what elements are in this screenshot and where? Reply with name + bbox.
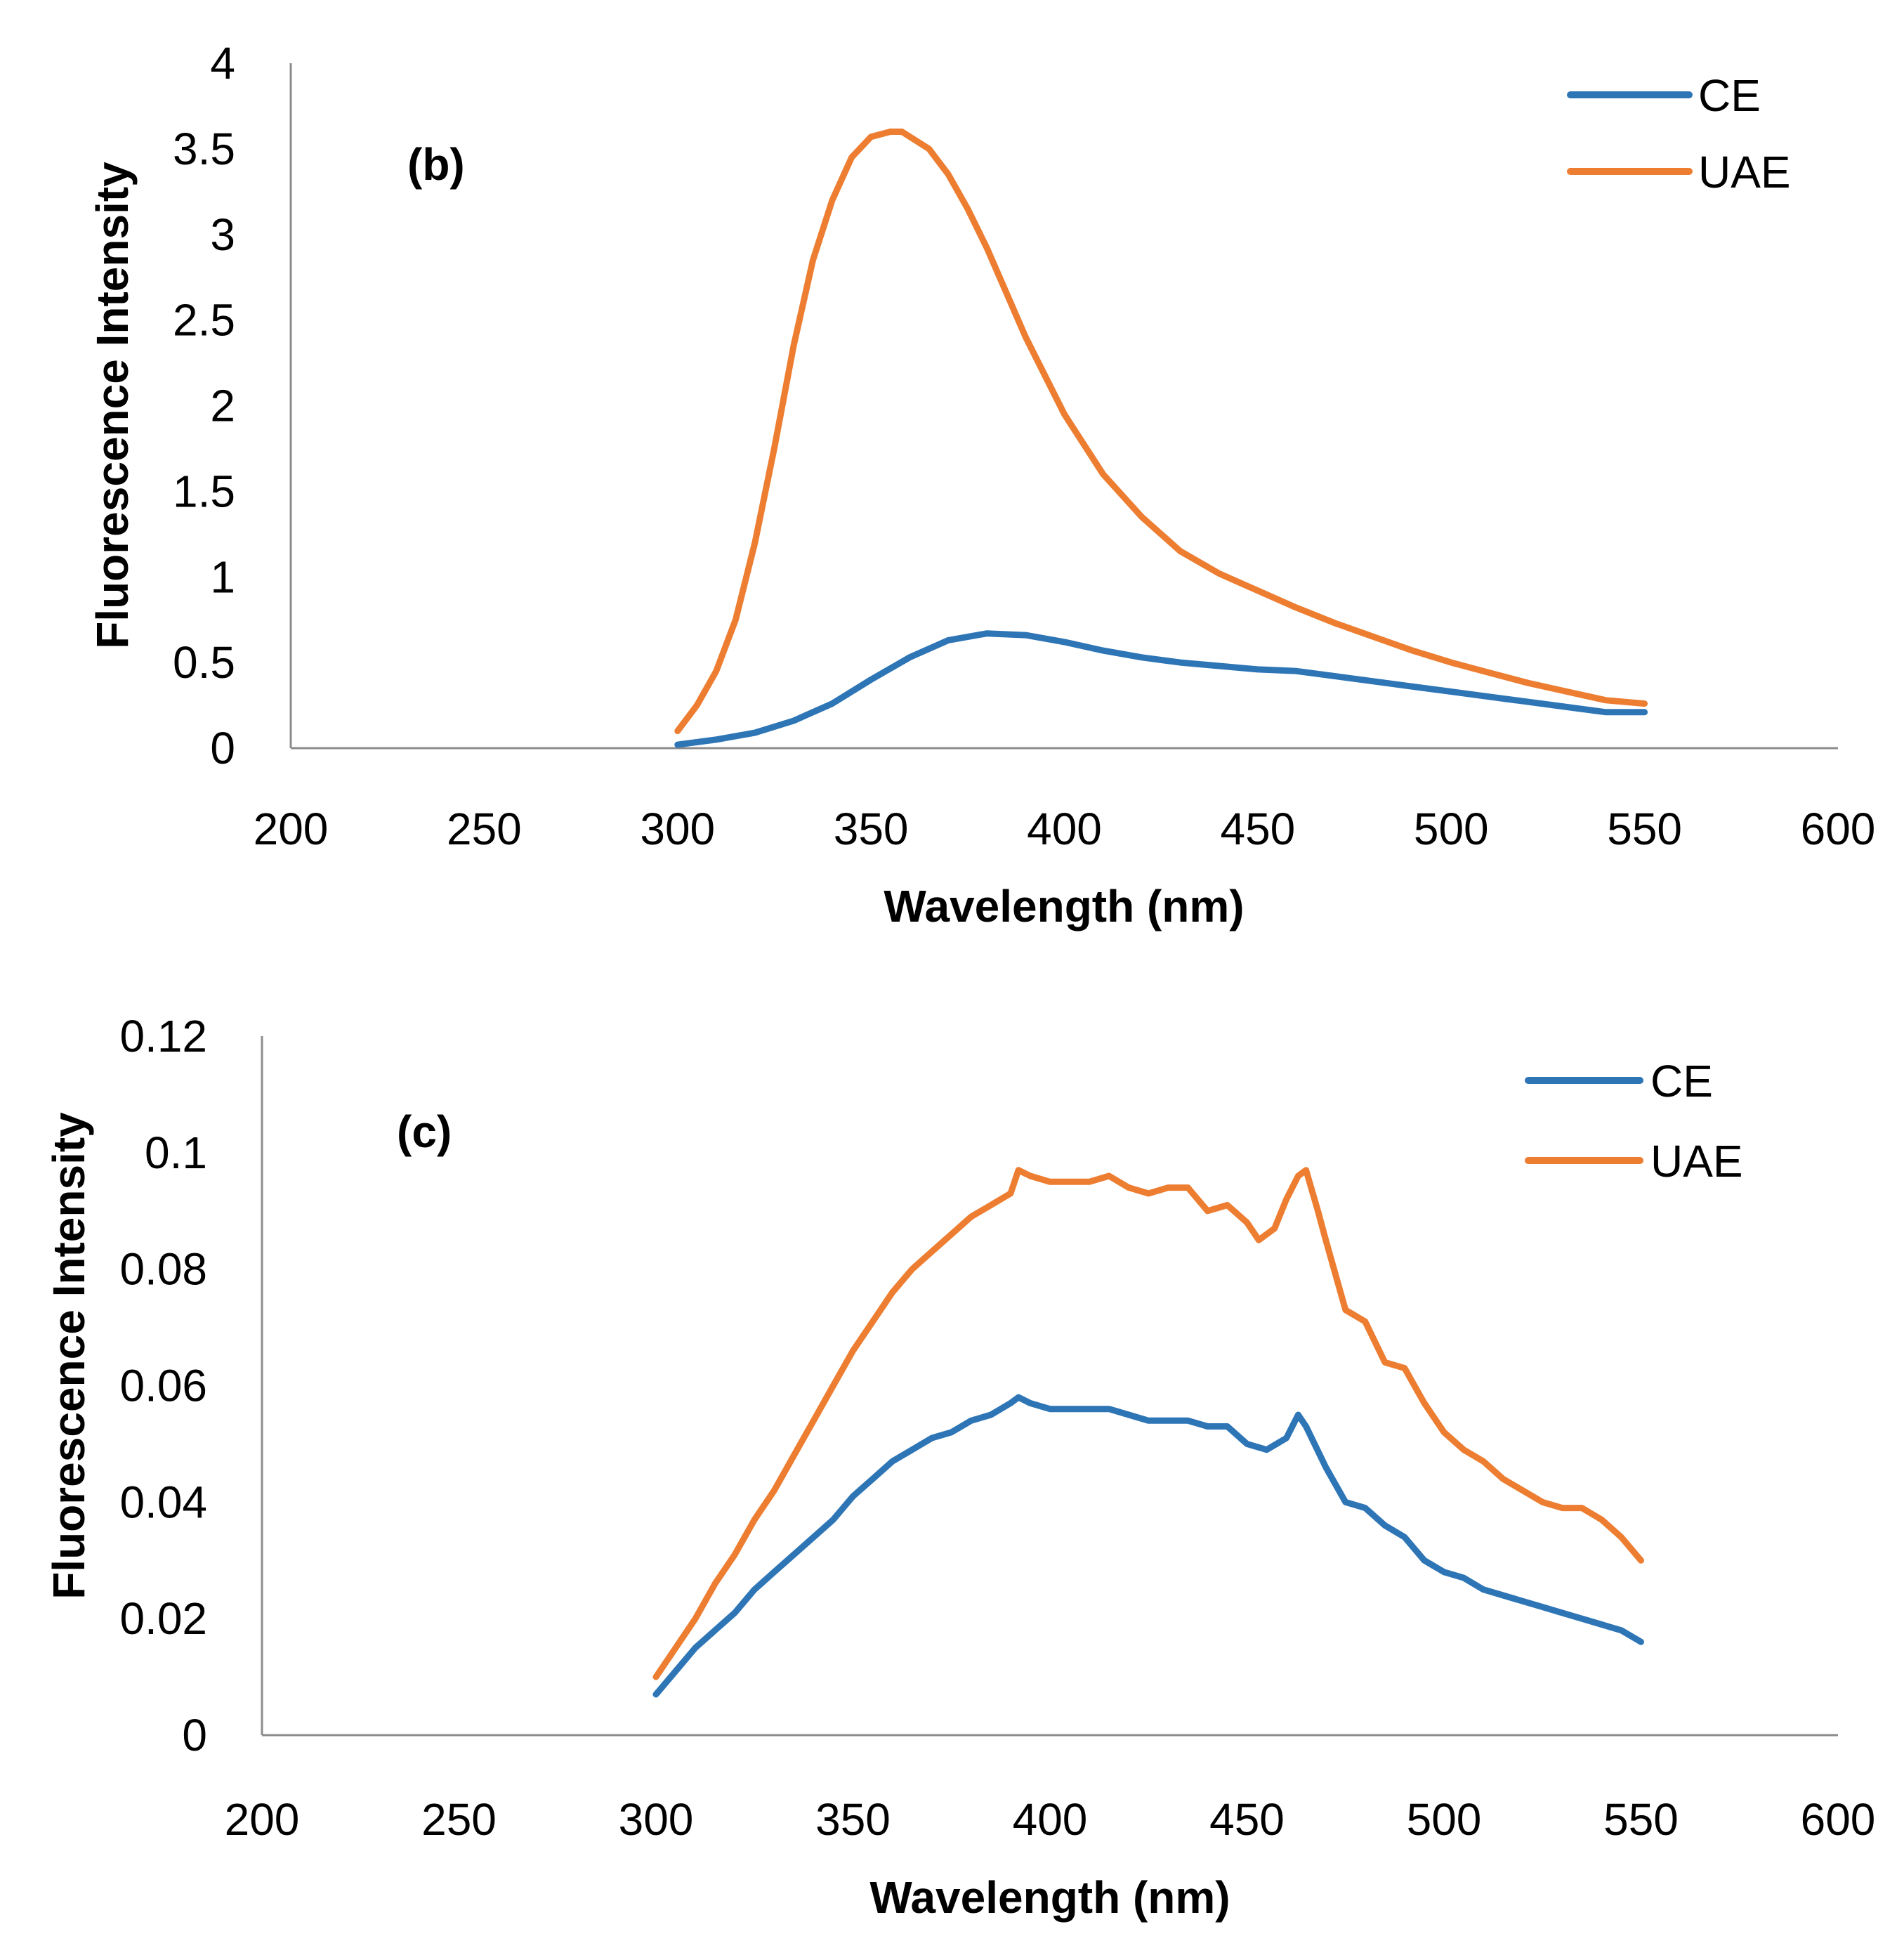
legend: CE UAE: [1567, 70, 1791, 197]
x-tick-label: 450: [1209, 1794, 1285, 1845]
y-tick-label: 3.5: [173, 124, 235, 174]
y-tick-label: 0.08: [119, 1244, 207, 1295]
chart-panel-b: 0 0.5 1 1.5 2 2.5 3 3.5 4 200 250 300 350 400 450 500 5…: [87, 38, 1875, 931]
y-tick-label: 0.5: [173, 637, 235, 688]
x-axis-title: Wavelength (nm): [869, 1872, 1230, 1923]
legend-label-uae: UAE: [1650, 1136, 1743, 1187]
y-tick-labels: 0 0.5 1 1.5 2 2.5 3 3.5 4: [173, 38, 235, 773]
y-tick-label: 1: [210, 551, 235, 602]
x-tick-label: 400: [1027, 804, 1102, 854]
x-tick-label: 550: [1603, 1794, 1679, 1845]
x-tick-label: 250: [421, 1794, 497, 1845]
y-tick-label: 1.5: [173, 466, 235, 516]
x-tick-labels: 200 250 300 350 400 450 500 550 600: [225, 1794, 1876, 1845]
series-line-uae: [674, 129, 1648, 735]
series-line-ce: [674, 630, 1648, 748]
x-tick-label: 350: [815, 1794, 891, 1845]
x-tick-label: 200: [225, 1794, 300, 1845]
y-tick-label: 0.06: [119, 1361, 207, 1411]
y-tick-label: 0.02: [119, 1593, 207, 1644]
x-tick-label: 600: [1801, 804, 1876, 854]
x-tick-label: 450: [1220, 804, 1295, 854]
x-axis-title: Wavelength (nm): [884, 881, 1244, 931]
y-axis-title: Fluorescence Intensity: [87, 162, 138, 649]
legend-label-uae: UAE: [1698, 147, 1791, 197]
y-tick-label: 0.1: [145, 1127, 207, 1178]
y-tick-label: 2.5: [173, 295, 235, 346]
legend-label-ce: CE: [1698, 70, 1761, 121]
x-tick-label: 550: [1607, 804, 1682, 854]
x-tick-label: 350: [834, 804, 909, 854]
y-tick-label: 3: [210, 209, 235, 260]
x-tick-label: 300: [640, 804, 715, 854]
x-tick-label: 200: [254, 804, 329, 854]
y-tick-label: 2: [210, 381, 235, 431]
x-tick-label: 400: [1013, 1794, 1088, 1845]
x-tick-label: 500: [1414, 804, 1489, 854]
series-line-uae: [652, 1167, 1644, 1680]
series-line-ce: [652, 1394, 1644, 1698]
x-tick-label: 250: [447, 804, 522, 854]
series-group: [652, 1167, 1644, 1698]
y-axis-title: Fluorescence Intensity: [44, 1112, 94, 1600]
y-tick-label: 4: [210, 38, 235, 89]
series-group: [674, 129, 1648, 748]
y-tick-label: 0: [182, 1710, 207, 1760]
x-tick-label: 300: [619, 1794, 694, 1845]
chart-panel-c: 0 0.02 0.04 0.06 0.08 0.1 0.12 200 250 300 350 400…: [44, 1011, 1875, 1923]
y-tick-label: 0.04: [119, 1477, 207, 1527]
legend: CE UAE: [1525, 1056, 1743, 1187]
y-tick-labels: 0 0.02 0.04 0.06 0.08 0.1 0.12: [119, 1011, 207, 1760]
panel-label: (c): [397, 1106, 452, 1157]
panel-label: (b): [407, 139, 465, 190]
legend-label-ce: CE: [1650, 1056, 1713, 1106]
x-tick-labels: 200 250 300 350 400 450 500 550 600: [254, 804, 1876, 854]
y-tick-label: 0: [210, 723, 235, 773]
x-tick-label: 500: [1407, 1794, 1482, 1845]
x-tick-label: 600: [1801, 1794, 1876, 1845]
y-tick-label: 0.12: [119, 1011, 207, 1061]
